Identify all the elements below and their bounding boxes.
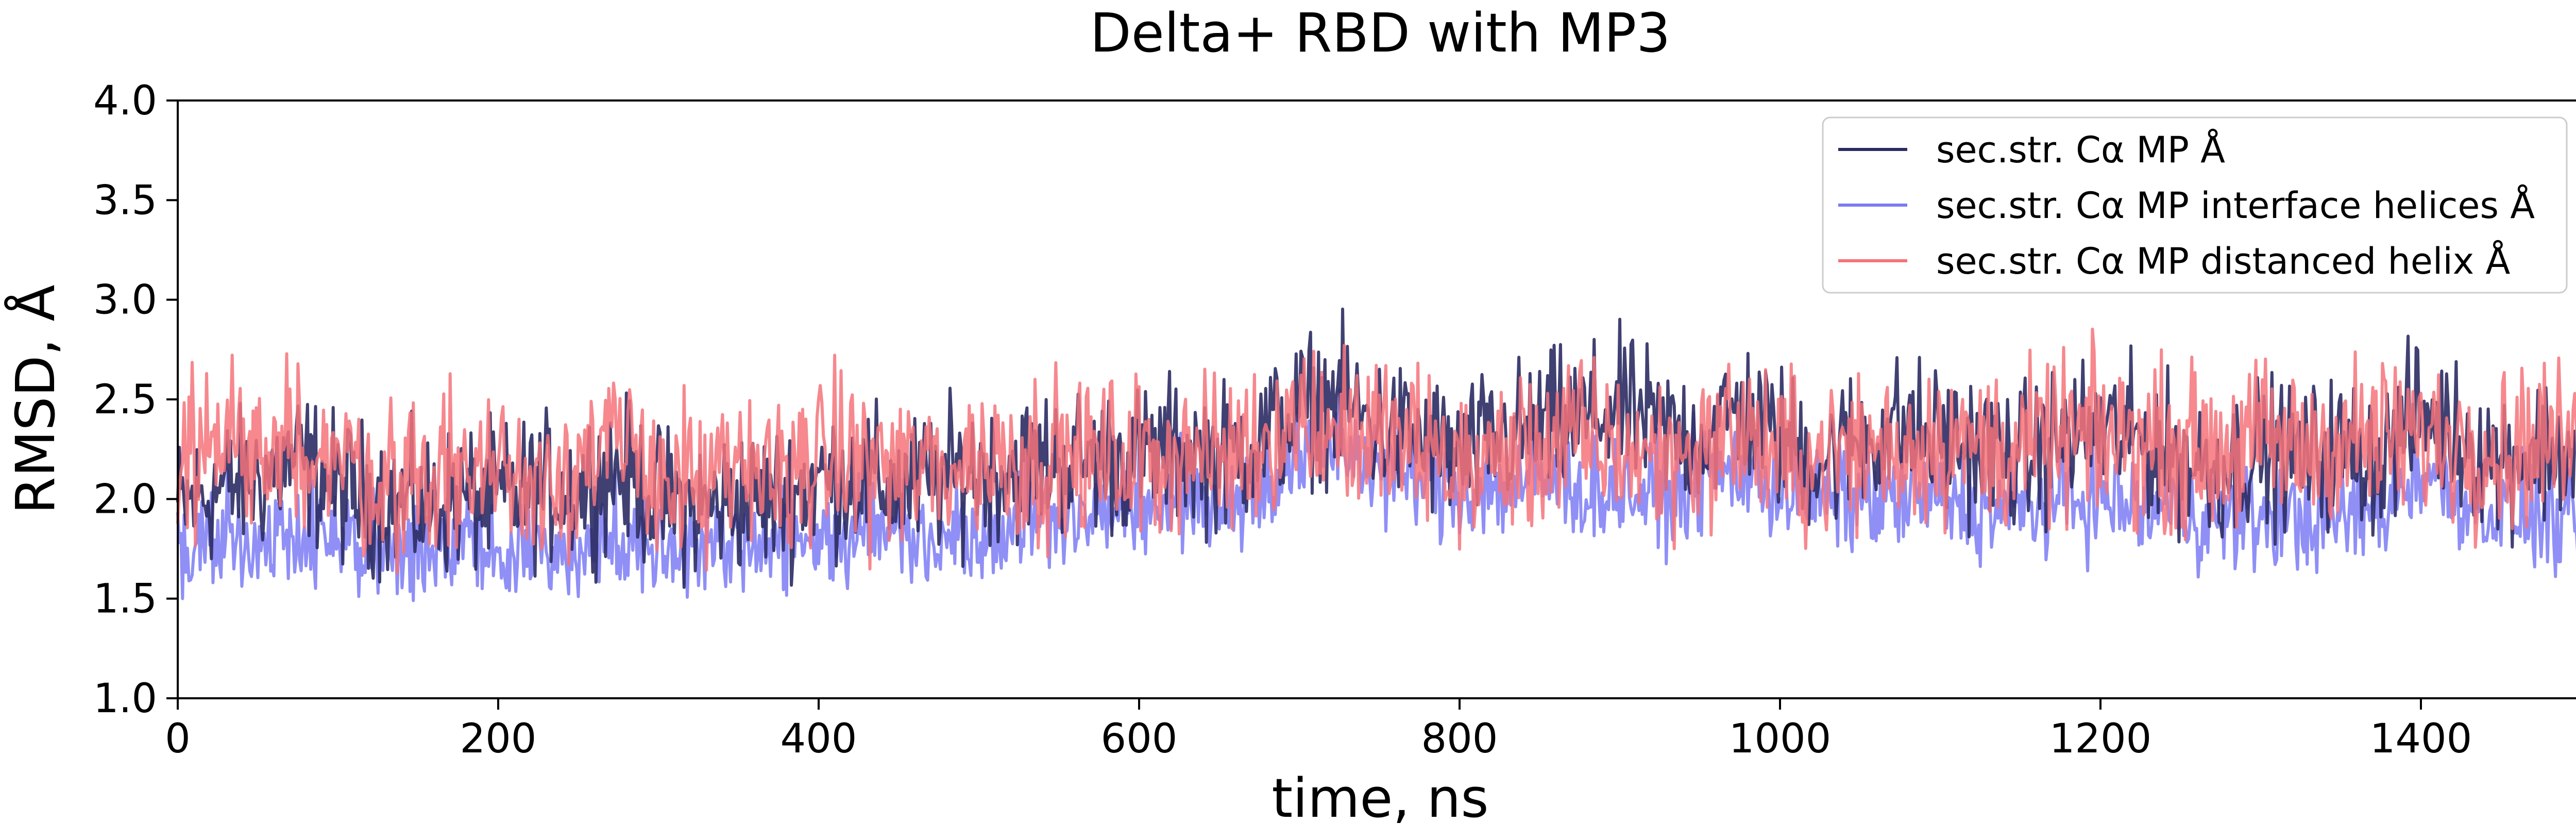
y-tick-label: 3.5 <box>93 177 157 224</box>
x-tick-label: 600 <box>1101 716 1178 762</box>
x-tick-label: 0 <box>165 716 191 762</box>
y-tick-label: 2.0 <box>93 476 157 523</box>
y-tick-label: 1.5 <box>93 576 157 623</box>
x-tick-label: 400 <box>781 716 857 762</box>
x-tick-label: 1200 <box>2049 716 2152 762</box>
x-axis: 0 200 400 600 800 1000 1200 1400 <box>165 698 2472 762</box>
y-tick-label: 1.0 <box>93 676 157 722</box>
y-axis-label: RMSD, Å <box>4 284 67 514</box>
x-tick-label: 800 <box>1421 716 1498 762</box>
x-tick-label: 1000 <box>1729 716 1832 762</box>
series-line-3 <box>176 327 2576 575</box>
y-axis: 1.0 1.5 2.0 2.5 3.0 3.5 4.0 <box>93 78 178 722</box>
x-axis-label: time, ns <box>1272 767 1488 830</box>
legend-label-3: sec.str. Cα MP distanced helix Å <box>1936 240 2510 282</box>
legend-label-1: sec.str. Cα MP Å <box>1936 129 2225 171</box>
legend: sec.str. Cα MP Å sec.str. Cα MP interface… <box>1822 116 2568 294</box>
legend-label-2: sec.str. Cα MP interface helices Å <box>1936 184 2535 227</box>
chart-title: Delta+ RBD with MP3 <box>1090 2 1671 64</box>
y-tick-label: 3.0 <box>93 277 157 324</box>
series-layer <box>176 307 2576 602</box>
y-tick-label: 4.0 <box>93 78 157 124</box>
y-tick-label: 2.5 <box>93 377 157 423</box>
x-tick-label: 200 <box>460 716 537 762</box>
legend-box <box>1822 116 2568 294</box>
x-tick-label: 1400 <box>2370 716 2472 762</box>
